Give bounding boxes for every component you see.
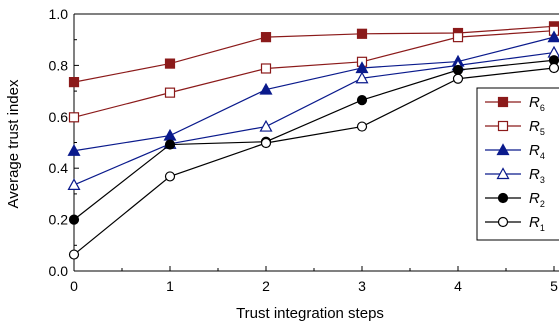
data-point bbox=[260, 63, 272, 74]
series-line bbox=[73, 30, 555, 118]
x-tick-label: 1 bbox=[166, 278, 174, 294]
legend-subscript: 5 bbox=[540, 127, 545, 137]
legend-subscript: 1 bbox=[540, 223, 545, 233]
y-tick-label: 0.4 bbox=[49, 160, 69, 176]
data-point bbox=[68, 77, 80, 88]
data-point bbox=[260, 137, 272, 149]
data-point bbox=[548, 62, 559, 74]
x-tick-label: 4 bbox=[454, 278, 462, 294]
y-tick-label: 1.0 bbox=[49, 6, 69, 22]
data-point bbox=[547, 30, 559, 43]
data-point bbox=[355, 71, 369, 84]
y-tick-label: 0.6 bbox=[49, 109, 69, 125]
data-point bbox=[497, 192, 509, 204]
x-tick-label: 0 bbox=[70, 278, 78, 294]
legend-subscript: 4 bbox=[540, 151, 545, 161]
x-tick-label: 5 bbox=[550, 278, 558, 294]
axes: 0.0 0.2 0.4 0.6 0.8 1.0 0 1 2 3 4 5 bbox=[49, 6, 559, 294]
series-R1 bbox=[68, 62, 559, 260]
legend-subscript: 2 bbox=[540, 199, 545, 209]
legend-subscript: 6 bbox=[540, 103, 545, 113]
legend-box bbox=[476, 87, 559, 241]
data-point bbox=[67, 178, 81, 191]
data-point bbox=[452, 64, 464, 76]
data-point bbox=[260, 32, 272, 43]
series-line bbox=[73, 67, 555, 256]
data-point bbox=[67, 143, 81, 156]
data-point bbox=[497, 120, 509, 132]
series-layer bbox=[67, 21, 559, 260]
data-point bbox=[496, 143, 510, 156]
data-point bbox=[259, 82, 273, 95]
data-point bbox=[68, 112, 80, 123]
data-point bbox=[497, 96, 509, 108]
data-point bbox=[164, 58, 176, 69]
data-point bbox=[497, 216, 509, 228]
data-point bbox=[68, 214, 80, 225]
data-point bbox=[259, 119, 273, 132]
legend-subscript: 3 bbox=[540, 175, 545, 185]
y-tick-label: 0.8 bbox=[49, 57, 69, 73]
data-point bbox=[164, 171, 176, 182]
x-tick-label: 3 bbox=[358, 278, 366, 294]
y-axis-title: Average trust index bbox=[5, 79, 22, 208]
data-point bbox=[68, 249, 80, 260]
series-line bbox=[73, 36, 555, 152]
series-line bbox=[73, 25, 555, 83]
y-tick-label: 0.0 bbox=[49, 263, 69, 279]
x-axis-title: Trust integration steps bbox=[236, 305, 384, 322]
data-point bbox=[356, 28, 368, 39]
data-point bbox=[164, 139, 176, 150]
data-point bbox=[164, 87, 176, 98]
series-line bbox=[73, 51, 555, 186]
data-point bbox=[452, 73, 464, 84]
x-tick-label: 2 bbox=[262, 278, 270, 294]
data-point bbox=[452, 32, 464, 43]
series-line bbox=[73, 59, 555, 221]
data-point bbox=[356, 121, 368, 132]
data-point bbox=[496, 167, 510, 180]
y-tick-label: 0.2 bbox=[49, 212, 69, 228]
data-point bbox=[356, 94, 368, 106]
